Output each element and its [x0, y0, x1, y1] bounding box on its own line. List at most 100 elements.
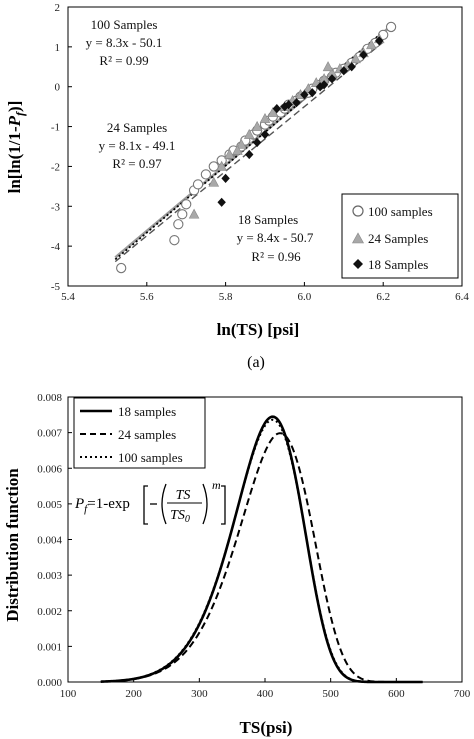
y-axis-label: ln[ln(1/1-Pf)] [5, 101, 27, 194]
y-axis-label: Distribution function [3, 468, 22, 622]
y-tick-label: 1 [55, 42, 61, 54]
x-tick-label: 600 [388, 688, 405, 700]
y-tick-label: 0.005 [37, 499, 62, 511]
y-tick-label: 0.000 [37, 677, 62, 689]
annotation-100-equation: y = 8.3x - 50.1 [86, 35, 163, 50]
x-tick-label: 6.4 [455, 291, 469, 303]
x-axis-label: TS(psi) [240, 718, 293, 737]
data-point-diamond [347, 62, 356, 72]
data-point-triangle [232, 144, 243, 155]
y-tick-label: 0.002 [37, 606, 62, 618]
y-axis-ticks: 2 1 0 -1 -2 -3 -4 -5 [51, 2, 72, 293]
x-tick-label: 6.0 [298, 291, 312, 303]
x-tick-label: 5.4 [61, 291, 75, 303]
annotation-100-r2: R² = 0.99 [99, 53, 148, 68]
x-axis-ticks: 100 200 300 400 500 600 700 [60, 678, 471, 700]
weibull-plot-panel: 5.4 5.6 5.8 6.0 6.2 6.4 2 1 0 -1 -2 -3 -4 -5 100 Sam… [5, 2, 469, 371]
annotation-24-equation: y = 8.1x - 49.1 [99, 138, 176, 153]
legend: 18 samples 24 samples 100 samples [73, 397, 206, 469]
x-tick-label: 5.6 [140, 291, 154, 303]
data-point-diamond [272, 104, 282, 114]
x-tick-label: 5.8 [219, 291, 233, 303]
plot-frame [67, 6, 463, 287]
y-tick-label: -5 [51, 281, 61, 293]
formula-lhs: Pf=1-exp [74, 496, 130, 515]
annotation-100-title: 100 Samples [91, 17, 158, 32]
formula-left-bracket [143, 485, 148, 525]
formula-exponent: m [212, 478, 221, 492]
data-point-circle [173, 219, 184, 230]
y-tick-label: 0.003 [37, 570, 62, 582]
annotation-18-title: 18 Samples [238, 212, 298, 227]
data-point-triangle [366, 39, 377, 50]
data-point-diamond [359, 50, 368, 60]
data-point-diamond [260, 129, 270, 140]
y-tick-label: 0.006 [37, 463, 62, 475]
data-point-triangle [251, 120, 263, 131]
weibull-formula: Pf=1-exp TS TS0 m [74, 478, 226, 525]
annotation-24-title: 24 Samples [107, 120, 167, 135]
data-point-circle [116, 262, 127, 274]
y-tick-label: 0.008 [37, 392, 62, 404]
y-tick-label: 0.001 [37, 641, 62, 653]
data-point-triangle [208, 176, 220, 187]
data-point-triangle [224, 148, 235, 159]
annotation-18-r2: R² = 0.96 [251, 249, 301, 264]
data-point-triangle [216, 160, 227, 171]
data-point-circle [169, 235, 180, 246]
formula-denominator: TS0 [170, 508, 190, 525]
data-point-diamond [221, 173, 230, 183]
fit-line [114, 41, 384, 263]
data-point-diamond [245, 149, 254, 160]
formula-right-bracket [221, 485, 226, 525]
y-tick-label: -3 [51, 201, 61, 213]
data-point-circle [181, 199, 192, 210]
y-tick-label: 0.004 [37, 535, 62, 547]
formula-left-paren [161, 483, 167, 525]
y-tick-label: -4 [51, 241, 61, 253]
data-point-triangle [350, 53, 361, 64]
distribution-panel: 100 200 300 400 500 600 700 0.0000.0010.0020.0… [3, 392, 471, 737]
annotation-18-equation: y = 8.4x - 50.7 [237, 230, 314, 245]
x-tick-label: 500 [322, 688, 339, 700]
data-point-diamond [308, 88, 317, 98]
data-point-triangle [322, 61, 334, 72]
formula-numerator: TS [176, 488, 191, 503]
data-point-diamond [284, 100, 293, 110]
distribution-curve [100, 432, 423, 683]
legend-label-100: 100 samples [118, 450, 183, 465]
legend-label-18: 18 Samples [368, 257, 428, 272]
data-point-triangle [259, 112, 271, 123]
x-axis-label: ln(TS) [psi] [217, 320, 300, 339]
legend-marker-diamond [353, 259, 363, 269]
legend-label-18: 18 samples [118, 404, 176, 419]
data-point-diamond [375, 36, 384, 46]
legend-label-100: 100 samples [368, 204, 433, 219]
y-tick-label: -2 [51, 161, 60, 173]
data-point-circle [177, 209, 188, 220]
data-point-triangle [188, 208, 200, 219]
data-point-diamond [319, 80, 329, 90]
data-point-circle [200, 169, 212, 180]
distribution-curves [100, 415, 423, 684]
data-point-diamond [339, 66, 348, 76]
x-axis-ticks: 5.4 5.6 5.8 6.0 6.2 6.4 [61, 282, 469, 303]
y-tick-label: 0 [55, 82, 61, 94]
data-point-triangle [267, 106, 279, 117]
annotation-24-r2: R² = 0.97 [112, 156, 162, 171]
distribution-curve [100, 418, 423, 683]
x-tick-label: 400 [257, 688, 274, 700]
y-tick-label: 0.007 [37, 428, 62, 440]
legend-marker-circle [352, 205, 364, 217]
data-point-circle [192, 179, 204, 190]
data-point-diamond [327, 74, 337, 84]
y-tick-label: 2 [55, 2, 61, 14]
data-point-diamond [217, 197, 226, 207]
data-point-triangle [243, 128, 255, 139]
data-point-triangle [236, 138, 247, 149]
y-axis-ticks: 0.000 0.001 0.002 0.003 0.004 0.005 0.006 0.007… [37, 392, 72, 689]
data-point-diamond [252, 137, 262, 148]
x-tick-label: 6.2 [376, 291, 390, 303]
formula-right-paren [202, 483, 208, 525]
